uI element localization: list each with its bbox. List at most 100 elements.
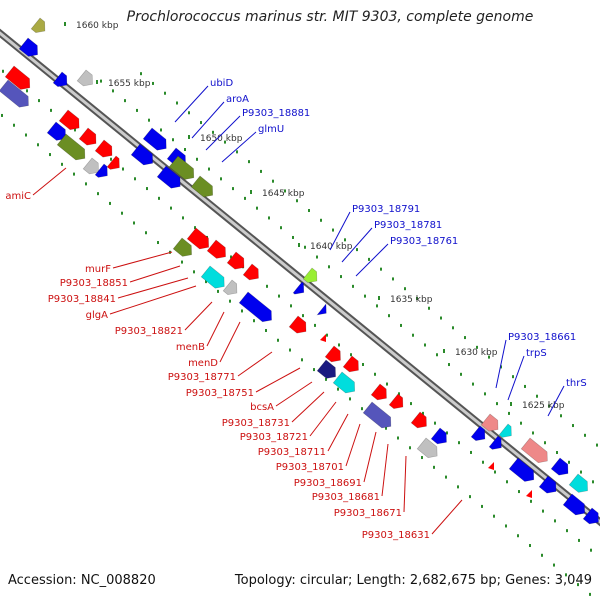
gene-arrow <box>302 267 318 283</box>
guide-dot <box>484 392 486 396</box>
gene-arrow <box>156 165 181 189</box>
guide-dot <box>530 499 532 503</box>
guide-dot <box>172 138 174 142</box>
gene-arrow-body <box>82 157 99 175</box>
guide-dot <box>236 150 238 154</box>
gene-arrow-body <box>388 393 404 409</box>
forward-leader-line <box>329 211 351 251</box>
guide-dot <box>464 336 466 340</box>
guide-dot <box>362 362 364 366</box>
guide-dot <box>268 216 270 220</box>
guide-dot <box>266 284 268 288</box>
guide-dot <box>146 187 148 191</box>
gene-arrow <box>30 17 46 33</box>
gene-arrow <box>508 457 535 482</box>
gene-arrow-body <box>430 427 447 445</box>
guide-dot <box>296 199 298 203</box>
guide-dot <box>304 245 306 249</box>
gene-arrow <box>186 227 209 250</box>
reverse-leader-line <box>117 277 189 299</box>
guide-dot <box>338 343 340 347</box>
gene-arrow-body <box>316 359 336 379</box>
reverse-leader-line <box>112 251 173 269</box>
guide-dot <box>26 89 28 93</box>
guide-dot <box>325 377 327 381</box>
gene-arrow-body <box>324 345 341 363</box>
gene-arrow <box>410 411 427 429</box>
guide-dot <box>458 441 460 445</box>
guide-dot <box>364 294 366 298</box>
gene-arrow <box>56 133 86 161</box>
guide-dot <box>145 231 147 235</box>
guide-dot <box>517 534 519 538</box>
gene-arrow <box>142 127 167 151</box>
guide-dot <box>350 353 352 357</box>
guide-dot <box>97 192 99 196</box>
gene-arrow <box>316 359 336 379</box>
forward-gene-label: P9303_18881 <box>242 108 310 119</box>
guide-dot <box>584 433 586 437</box>
gene-arrow-body <box>288 315 307 334</box>
forward-gene-label: aroA <box>226 94 249 105</box>
gene-arrow <box>388 393 404 409</box>
gene-arrow-body <box>342 355 359 373</box>
guide-dot <box>452 326 454 330</box>
guide-dot <box>109 201 111 205</box>
guide-dot <box>230 255 232 259</box>
forward-gene-label: P9303_18661 <box>508 332 576 343</box>
reverse-gene-label: amiC <box>5 191 31 202</box>
guide-dot <box>158 196 160 200</box>
guide-dot <box>416 296 418 300</box>
guide-dot <box>398 392 400 396</box>
gene-arrow <box>206 239 226 259</box>
small-gene-marker <box>320 334 326 342</box>
guide-dot <box>256 206 258 210</box>
gene-arrow-body <box>222 279 238 295</box>
guide-dot <box>592 480 594 484</box>
gene-arrow-body <box>538 475 557 494</box>
guide-dot <box>140 72 142 76</box>
guide-dot <box>2 69 4 73</box>
guide-dot <box>13 123 15 127</box>
guide-dot <box>208 167 210 171</box>
gene-arrow <box>416 437 438 459</box>
reverse-leader-line <box>381 443 389 497</box>
map-title: Prochlorococcus marinus str. MIT 9303, c… <box>126 9 534 25</box>
guide-dot <box>412 333 414 337</box>
guide-dot <box>37 143 39 147</box>
guide-dot <box>248 160 250 164</box>
small-gene-marker <box>526 490 532 498</box>
gene-arrow <box>130 143 153 166</box>
gene-arrow <box>238 291 272 323</box>
gene-arrow-body <box>200 265 225 289</box>
forward-gene-label: P9303_18781 <box>374 220 442 231</box>
reverse-leader-line <box>32 167 67 196</box>
forward-leader-line <box>547 385 565 417</box>
guide-dot <box>512 375 514 379</box>
guide-dot <box>49 153 51 157</box>
guide-dot <box>176 101 178 105</box>
gene-arrow <box>362 401 392 429</box>
gene-arrow <box>82 157 99 175</box>
guide-dot <box>566 529 568 533</box>
gene-arrow <box>94 139 113 158</box>
tick-label: 1660 kbp <box>76 21 119 31</box>
guide-dot <box>205 280 207 284</box>
guide-dot <box>541 553 543 557</box>
guide-dot <box>278 294 280 298</box>
guide-dot <box>578 538 580 542</box>
gene-arrow <box>46 121 66 141</box>
guide-dot <box>284 189 286 193</box>
guide-dot <box>136 108 138 112</box>
guide-dot <box>434 421 436 425</box>
guide-dot <box>85 182 87 186</box>
gene-arrow-body <box>582 507 599 525</box>
guide-dot <box>196 157 198 161</box>
gene-arrow-body <box>226 251 245 270</box>
guide-dot <box>476 345 478 349</box>
tick-mark <box>443 349 445 353</box>
reverse-gene-label: P9303_18711 <box>258 447 326 458</box>
accession-text: Accession: NC_008820 <box>8 573 156 588</box>
gene-arrow-body <box>172 237 192 257</box>
guide-dot <box>565 573 567 577</box>
